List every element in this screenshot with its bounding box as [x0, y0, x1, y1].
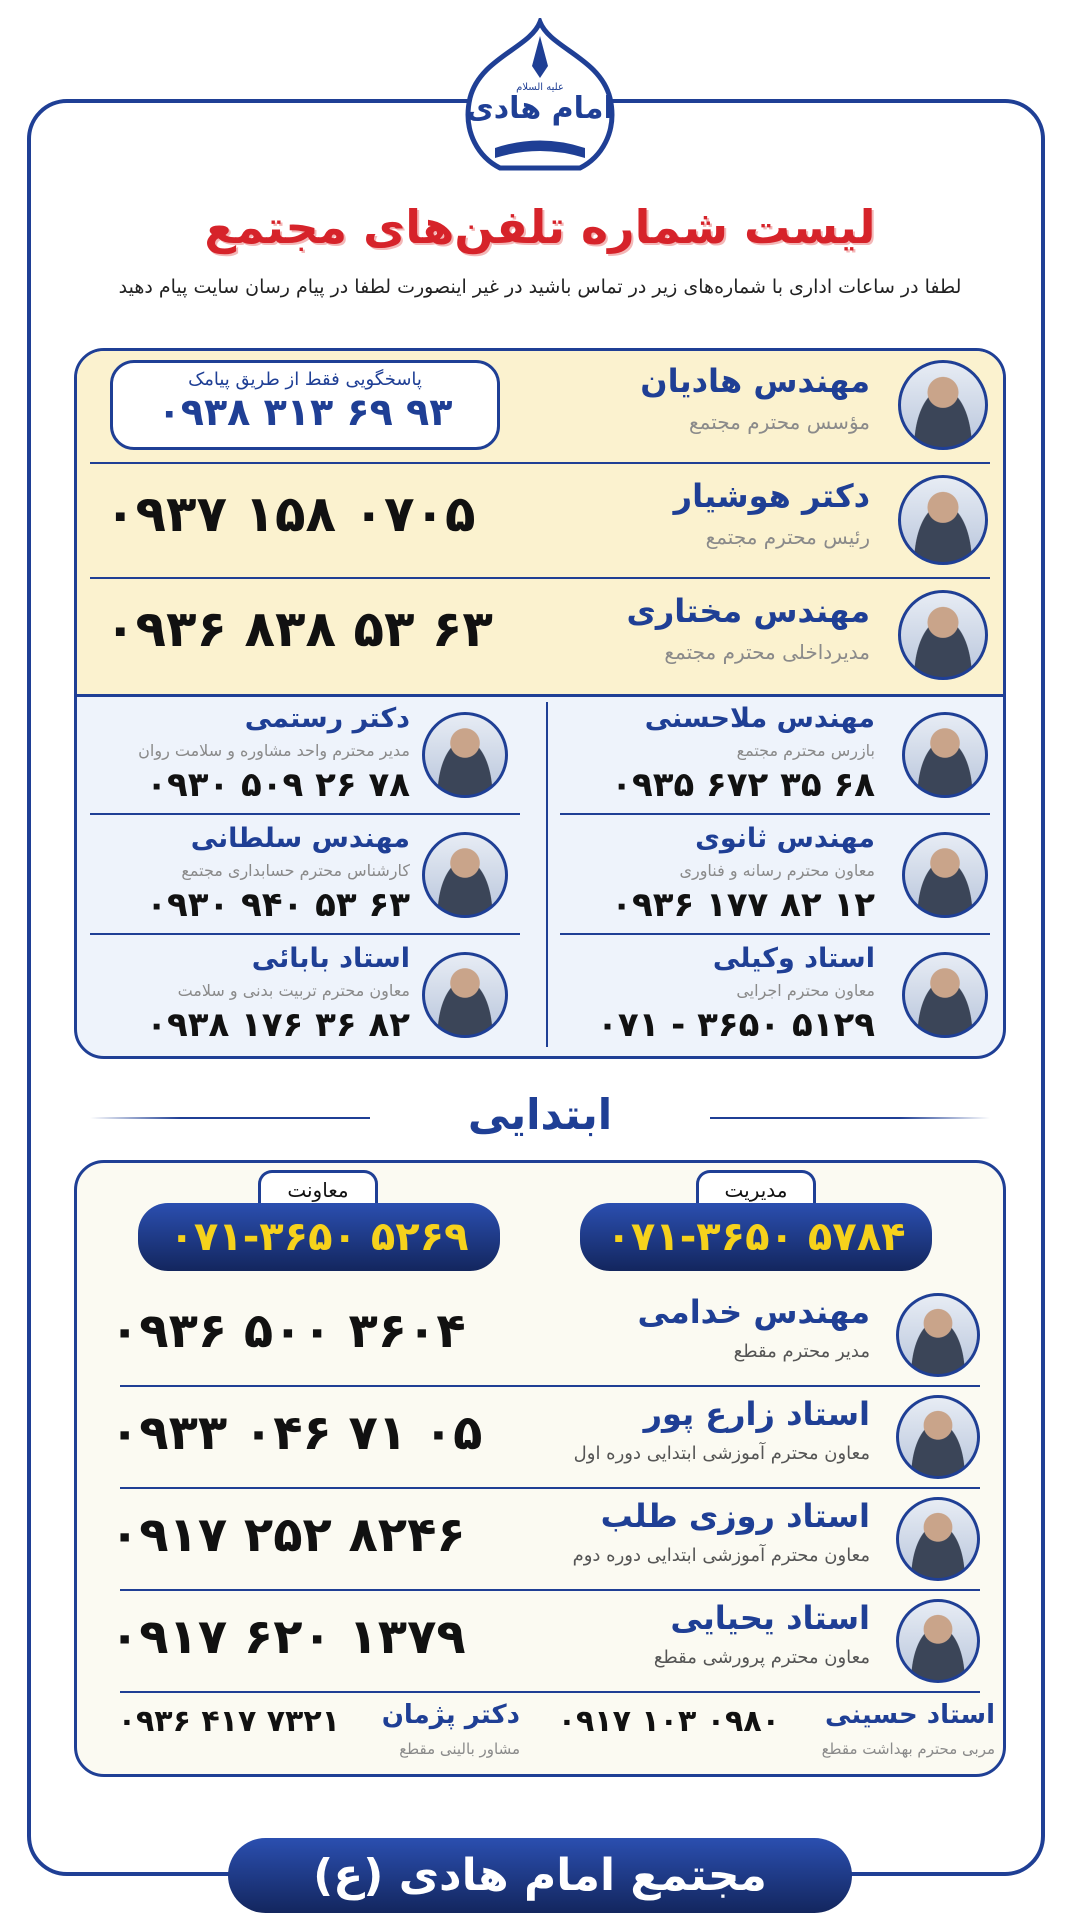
staff-phone: ۰۹۳۶ ۱۷۷ ۸۲ ۱۲ — [611, 885, 875, 925]
contact-role: معاون محترم پرورشی مقطع — [653, 1647, 870, 1668]
contact-phone: ۰۹۳۷ ۱۵۸ ۰۷۰۵ — [105, 485, 476, 543]
staff-phone: ۰۹۳۸ ۱۷۶ ۳۶ ۸۲ — [146, 1005, 410, 1045]
contact-name: استاد یحیایی — [670, 1599, 870, 1637]
staff-name: استاد وکیلی — [712, 943, 875, 974]
row-separator — [120, 1487, 980, 1489]
contact-name: استاد زارع پور — [643, 1395, 870, 1433]
sms-box: پاسخگویی فقط از طریق پیامک ۰۹۳۸ ۳۱۳ ۶۹ ۹۳ — [110, 360, 500, 450]
photo — [898, 590, 988, 680]
photo — [902, 832, 988, 918]
contact-phone: ۰۹۳۶ ۵۰۰ ۳۶۰۴ — [110, 1303, 466, 1359]
extra-name: دکتر پژمان — [381, 1700, 520, 1730]
logo-subtitle: علیه السلام — [516, 82, 564, 93]
row-separator — [120, 1691, 980, 1693]
photo — [902, 952, 988, 1038]
logo-title: امام هادی — [466, 91, 614, 126]
photo — [896, 1395, 980, 1479]
staff-role: معاون محترم تربیت بدنی و سلامت — [177, 981, 410, 1000]
column-separator — [546, 702, 548, 1047]
title: لیست شماره تلفن‌های مجتمع — [204, 200, 876, 254]
subtitle: لطفا در ساعات اداری با شماره‌های زیر در … — [118, 276, 962, 298]
contact-role: مؤسس محترم مجتمع — [689, 410, 870, 434]
staff-name: دکتر رستمی — [244, 703, 410, 734]
contact-role: مدیرداخلی محترم مجتمع — [664, 640, 870, 664]
contact-phone: ۰۹۳۳ ۰۴۶ ۷۱ ۰۵ — [110, 1405, 483, 1461]
row-separator — [120, 1385, 980, 1387]
office-label: مدیریت — [696, 1170, 816, 1204]
contact-name: مهندس خدامی — [637, 1293, 870, 1331]
contact-name: استاد روزی طلب — [600, 1497, 870, 1535]
logo: امام هادی علیه السلام — [465, 18, 615, 171]
row-separator — [90, 577, 990, 579]
staff-role: مدیر محترم واحد مشاوره و سلامت روان — [138, 741, 410, 760]
office-phone: ۰۷۱-۳۶۵۰ ۵۲۶۹ — [138, 1203, 500, 1271]
contact-name: دکتر هوشیار — [673, 477, 870, 515]
staff-role: معاون محترم اجرایی — [736, 981, 875, 1000]
contact-phone: ۰۹۳۶ ۸۳۸ ۵۳ ۶۳ — [105, 600, 493, 658]
contact-name: مهندس مختاری — [626, 592, 870, 630]
staff-name: استاد بابائی — [251, 943, 410, 974]
photo — [896, 1293, 980, 1377]
row-separator — [90, 813, 520, 815]
staff-role: کارشناس محترم حسابداری مجتمع — [181, 861, 410, 880]
staff-phone: ۰۹۳۰ ۹۴۰ ۵۳ ۶۳ — [146, 885, 410, 925]
footer: مجتمع امام هادی (ع) — [228, 1838, 852, 1913]
row-separator — [90, 462, 990, 464]
contact-role: رئیس محترم مجتمع — [705, 525, 870, 549]
contact-phone: ۰۹۱۷ ۲۵۲ ۸۲۴۶ — [110, 1507, 466, 1563]
row-separator — [90, 933, 520, 935]
photo — [896, 1599, 980, 1683]
photo — [422, 952, 508, 1038]
top-box — [74, 348, 1006, 1059]
photo — [422, 712, 508, 798]
sms-note: پاسخگویی فقط از طریق پیامک — [188, 369, 422, 390]
staff-phone: ۰۹۳۰ ۵۰۹ ۲۶ ۷۸ — [146, 765, 410, 805]
office-phone: ۰۷۱-۳۶۵۰ ۵۷۸۴ — [580, 1203, 932, 1271]
staff-name: مهندس ملاحسنی — [644, 703, 875, 734]
photo — [898, 475, 988, 565]
contact-role: معاون محترم آموزشی ابتدایی دوره دوم — [572, 1545, 870, 1566]
photo — [902, 712, 988, 798]
contact-role: معاون محترم آموزشی ابتدایی دوره اول — [573, 1443, 870, 1464]
extra-phone: ۰۹۱۷ ۱۰۳ ۰۹۸۰ — [557, 1704, 780, 1739]
photo — [896, 1497, 980, 1581]
staff-role: معاون محترم رسانه و فناوری — [679, 861, 875, 880]
staff-role: بازرس محترم مجتمع — [736, 741, 875, 760]
contact-role: مدیر محترم مقطع — [733, 1341, 870, 1362]
photo — [422, 832, 508, 918]
row-separator — [120, 1589, 980, 1591]
row-separator — [560, 933, 990, 935]
staff-phone: ۰۹۳۵ ۶۷۲ ۳۵ ۶۸ — [611, 765, 875, 805]
office-label: معاونت — [258, 1170, 378, 1204]
extra-role: مشاور بالینی مقطع — [399, 1740, 520, 1758]
contact-phone: ۰۹۱۷ ۶۲۰ ۱۳۷۹ — [110, 1609, 466, 1665]
photo — [898, 360, 988, 450]
contact-name: مهندس هادیان — [640, 362, 870, 400]
section-title: ابتدایی — [370, 1090, 710, 1139]
row-separator — [560, 813, 990, 815]
staff-name: مهندس سلطانی — [190, 823, 410, 854]
extra-role: مربی محترم بهداشت مقطع — [821, 1740, 995, 1758]
staff-phone: ۰۷۱ - ۳۶۵۰ ۵۱۲۹ — [597, 1005, 875, 1045]
contact-phone: ۰۹۳۸ ۳۱۳ ۶۹ ۹۳ — [157, 390, 453, 434]
staff-name: مهندس ثانوی — [695, 823, 875, 854]
extra-phone: ۰۹۳۶ ۴۱۷ ۷۳۲۱ — [117, 1704, 340, 1739]
extra-name: استاد حسینی — [825, 1700, 995, 1730]
